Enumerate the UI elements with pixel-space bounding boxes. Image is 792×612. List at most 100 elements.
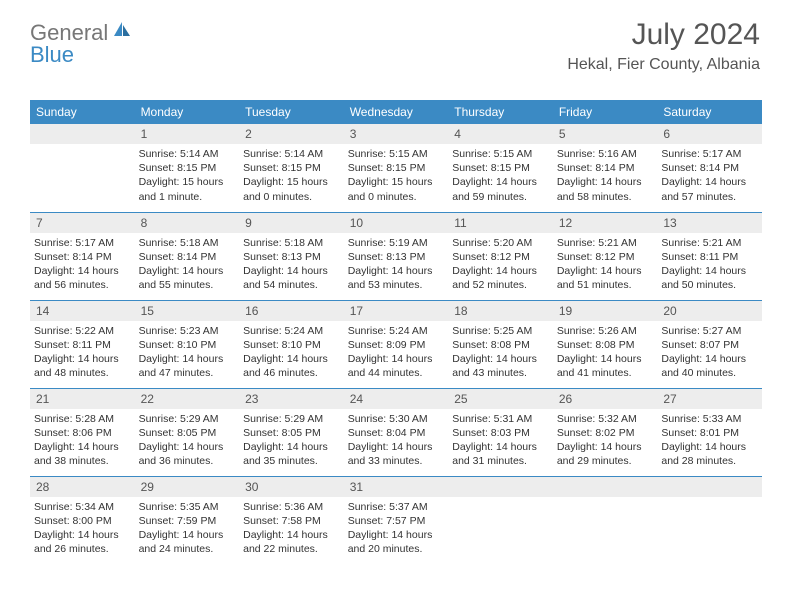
day-number: 2 — [239, 124, 344, 144]
sunset-text: Sunset: 8:08 PM — [452, 338, 549, 352]
sunset-text: Sunset: 7:57 PM — [348, 514, 445, 528]
day-header: Friday — [553, 100, 658, 124]
calendar-cell: 11Sunrise: 5:20 AMSunset: 8:12 PMDayligh… — [448, 212, 553, 300]
sunrise-text: Sunrise: 5:23 AM — [139, 324, 236, 338]
cell-body: Sunrise: 5:24 AMSunset: 8:09 PMDaylight:… — [344, 321, 449, 387]
daylight-text: Daylight: 14 hours and 31 minutes. — [452, 440, 549, 468]
daylight-text: Daylight: 14 hours and 47 minutes. — [139, 352, 236, 380]
sunrise-text: Sunrise: 5:22 AM — [34, 324, 131, 338]
day-number: 4 — [448, 124, 553, 144]
sail-icon — [112, 20, 132, 46]
sunrise-text: Sunrise: 5:25 AM — [452, 324, 549, 338]
calendar-row: 1Sunrise: 5:14 AMSunset: 8:15 PMDaylight… — [30, 124, 762, 212]
calendar-cell: 31Sunrise: 5:37 AMSunset: 7:57 PMDayligh… — [344, 476, 449, 564]
sunrise-text: Sunrise: 5:17 AM — [34, 236, 131, 250]
sunset-text: Sunset: 8:05 PM — [139, 426, 236, 440]
day-number — [657, 477, 762, 497]
calendar-cell — [657, 476, 762, 564]
day-number: 13 — [657, 213, 762, 233]
sunrise-text: Sunrise: 5:29 AM — [139, 412, 236, 426]
sunset-text: Sunset: 8:10 PM — [139, 338, 236, 352]
day-number: 11 — [448, 213, 553, 233]
daylight-text: Daylight: 14 hours and 24 minutes. — [139, 528, 236, 556]
sunrise-text: Sunrise: 5:15 AM — [348, 147, 445, 161]
cell-body: Sunrise: 5:14 AMSunset: 8:15 PMDaylight:… — [135, 144, 240, 210]
calendar-cell: 5Sunrise: 5:16 AMSunset: 8:14 PMDaylight… — [553, 124, 658, 212]
sunset-text: Sunset: 8:04 PM — [348, 426, 445, 440]
sunset-text: Sunset: 8:14 PM — [661, 161, 758, 175]
day-number: 30 — [239, 477, 344, 497]
day-header: Tuesday — [239, 100, 344, 124]
daylight-text: Daylight: 14 hours and 56 minutes. — [34, 264, 131, 292]
day-header: Sunday — [30, 100, 135, 124]
day-number: 21 — [30, 389, 135, 409]
calendar-cell: 28Sunrise: 5:34 AMSunset: 8:00 PMDayligh… — [30, 476, 135, 564]
cell-body: Sunrise: 5:29 AMSunset: 8:05 PMDaylight:… — [135, 409, 240, 475]
sunset-text: Sunset: 8:15 PM — [452, 161, 549, 175]
daylight-text: Daylight: 14 hours and 41 minutes. — [557, 352, 654, 380]
day-number: 3 — [344, 124, 449, 144]
calendar-head: SundayMondayTuesdayWednesdayThursdayFrid… — [30, 100, 762, 124]
daylight-text: Daylight: 14 hours and 38 minutes. — [34, 440, 131, 468]
cell-body: Sunrise: 5:18 AMSunset: 8:13 PMDaylight:… — [239, 233, 344, 299]
sunset-text: Sunset: 8:14 PM — [557, 161, 654, 175]
sunset-text: Sunset: 8:15 PM — [243, 161, 340, 175]
calendar-row: 14Sunrise: 5:22 AMSunset: 8:11 PMDayligh… — [30, 300, 762, 388]
sunrise-text: Sunrise: 5:26 AM — [557, 324, 654, 338]
cell-body: Sunrise: 5:15 AMSunset: 8:15 PMDaylight:… — [448, 144, 553, 210]
cell-body: Sunrise: 5:37 AMSunset: 7:57 PMDaylight:… — [344, 497, 449, 563]
cell-body: Sunrise: 5:17 AMSunset: 8:14 PMDaylight:… — [30, 233, 135, 299]
sunset-text: Sunset: 8:12 PM — [452, 250, 549, 264]
sunrise-text: Sunrise: 5:29 AM — [243, 412, 340, 426]
sunrise-text: Sunrise: 5:24 AM — [348, 324, 445, 338]
calendar-cell: 10Sunrise: 5:19 AMSunset: 8:13 PMDayligh… — [344, 212, 449, 300]
calendar-cell: 17Sunrise: 5:24 AMSunset: 8:09 PMDayligh… — [344, 300, 449, 388]
daylight-text: Daylight: 14 hours and 58 minutes. — [557, 175, 654, 203]
sunset-text: Sunset: 8:12 PM — [557, 250, 654, 264]
sunrise-text: Sunrise: 5:21 AM — [661, 236, 758, 250]
sunrise-text: Sunrise: 5:16 AM — [557, 147, 654, 161]
daylight-text: Daylight: 14 hours and 29 minutes. — [557, 440, 654, 468]
sunset-text: Sunset: 8:14 PM — [34, 250, 131, 264]
day-number: 31 — [344, 477, 449, 497]
sunset-text: Sunset: 8:15 PM — [348, 161, 445, 175]
cell-body: Sunrise: 5:24 AMSunset: 8:10 PMDaylight:… — [239, 321, 344, 387]
calendar-cell: 26Sunrise: 5:32 AMSunset: 8:02 PMDayligh… — [553, 388, 658, 476]
sunset-text: Sunset: 8:15 PM — [139, 161, 236, 175]
daylight-text: Daylight: 14 hours and 36 minutes. — [139, 440, 236, 468]
sunset-text: Sunset: 7:59 PM — [139, 514, 236, 528]
sunrise-text: Sunrise: 5:28 AM — [34, 412, 131, 426]
calendar-cell: 12Sunrise: 5:21 AMSunset: 8:12 PMDayligh… — [553, 212, 658, 300]
sunrise-text: Sunrise: 5:14 AM — [243, 147, 340, 161]
day-number: 6 — [657, 124, 762, 144]
sunset-text: Sunset: 8:00 PM — [34, 514, 131, 528]
day-number: 22 — [135, 389, 240, 409]
calendar-cell: 22Sunrise: 5:29 AMSunset: 8:05 PMDayligh… — [135, 388, 240, 476]
day-header-row: SundayMondayTuesdayWednesdayThursdayFrid… — [30, 100, 762, 124]
sunset-text: Sunset: 8:03 PM — [452, 426, 549, 440]
cell-body: Sunrise: 5:20 AMSunset: 8:12 PMDaylight:… — [448, 233, 553, 299]
day-number — [30, 124, 135, 144]
sunrise-text: Sunrise: 5:30 AM — [348, 412, 445, 426]
cell-body: Sunrise: 5:15 AMSunset: 8:15 PMDaylight:… — [344, 144, 449, 210]
sunrise-text: Sunrise: 5:18 AM — [139, 236, 236, 250]
sunset-text: Sunset: 8:13 PM — [243, 250, 340, 264]
daylight-text: Daylight: 15 hours and 0 minutes. — [348, 175, 445, 203]
sunset-text: Sunset: 8:11 PM — [34, 338, 131, 352]
day-number: 28 — [30, 477, 135, 497]
daylight-text: Daylight: 14 hours and 51 minutes. — [557, 264, 654, 292]
calendar-cell: 15Sunrise: 5:23 AMSunset: 8:10 PMDayligh… — [135, 300, 240, 388]
day-number: 17 — [344, 301, 449, 321]
calendar-cell: 18Sunrise: 5:25 AMSunset: 8:08 PMDayligh… — [448, 300, 553, 388]
day-number — [553, 477, 658, 497]
daylight-text: Daylight: 14 hours and 59 minutes. — [452, 175, 549, 203]
cell-body: Sunrise: 5:34 AMSunset: 8:00 PMDaylight:… — [30, 497, 135, 563]
sunset-text: Sunset: 8:14 PM — [139, 250, 236, 264]
day-number: 25 — [448, 389, 553, 409]
location-text: Hekal, Fier County, Albania — [567, 56, 760, 74]
calendar-table: SundayMondayTuesdayWednesdayThursdayFrid… — [30, 100, 762, 564]
calendar-cell: 25Sunrise: 5:31 AMSunset: 8:03 PMDayligh… — [448, 388, 553, 476]
cell-body: Sunrise: 5:28 AMSunset: 8:06 PMDaylight:… — [30, 409, 135, 475]
day-number: 12 — [553, 213, 658, 233]
daylight-text: Daylight: 14 hours and 40 minutes. — [661, 352, 758, 380]
